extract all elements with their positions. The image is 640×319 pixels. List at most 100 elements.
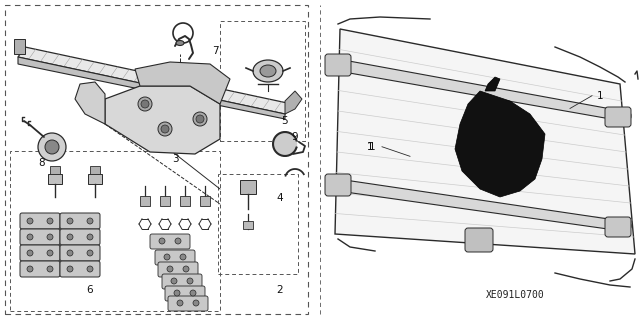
Circle shape — [87, 218, 93, 224]
FancyBboxPatch shape — [325, 174, 351, 196]
Polygon shape — [338, 179, 622, 231]
Polygon shape — [105, 86, 220, 154]
Text: 6: 6 — [86, 285, 93, 295]
Circle shape — [175, 238, 181, 244]
Circle shape — [193, 112, 207, 126]
Circle shape — [87, 250, 93, 256]
FancyBboxPatch shape — [60, 229, 100, 245]
Circle shape — [193, 300, 199, 306]
Ellipse shape — [613, 219, 631, 233]
Circle shape — [174, 290, 180, 296]
FancyBboxPatch shape — [162, 274, 202, 289]
Ellipse shape — [330, 55, 350, 75]
Circle shape — [180, 254, 186, 260]
Circle shape — [87, 266, 93, 272]
Circle shape — [45, 140, 59, 154]
Ellipse shape — [613, 108, 631, 124]
Ellipse shape — [260, 65, 276, 77]
FancyBboxPatch shape — [605, 217, 631, 237]
Polygon shape — [338, 59, 622, 121]
FancyBboxPatch shape — [240, 180, 256, 194]
Ellipse shape — [330, 176, 350, 194]
Text: 4: 4 — [276, 193, 284, 203]
Circle shape — [67, 218, 73, 224]
FancyBboxPatch shape — [50, 166, 60, 174]
Circle shape — [161, 125, 169, 133]
Bar — [5, 5, 308, 314]
FancyBboxPatch shape — [150, 234, 190, 249]
Circle shape — [87, 234, 93, 240]
Text: 1: 1 — [367, 142, 373, 152]
FancyBboxPatch shape — [165, 286, 205, 301]
Ellipse shape — [253, 60, 283, 82]
Polygon shape — [273, 132, 296, 156]
FancyBboxPatch shape — [20, 213, 60, 229]
Circle shape — [196, 115, 204, 123]
FancyBboxPatch shape — [20, 245, 60, 261]
FancyBboxPatch shape — [325, 54, 351, 76]
Circle shape — [47, 250, 53, 256]
Polygon shape — [135, 62, 230, 104]
Circle shape — [38, 133, 66, 161]
Ellipse shape — [176, 41, 184, 46]
Circle shape — [47, 234, 53, 240]
Circle shape — [27, 218, 33, 224]
Text: 2: 2 — [276, 285, 284, 295]
Circle shape — [27, 266, 33, 272]
FancyBboxPatch shape — [20, 229, 60, 245]
FancyBboxPatch shape — [155, 250, 195, 265]
Polygon shape — [18, 47, 292, 114]
Text: 8: 8 — [38, 158, 45, 168]
FancyBboxPatch shape — [158, 262, 198, 277]
Circle shape — [138, 97, 152, 111]
Circle shape — [164, 254, 170, 260]
FancyBboxPatch shape — [90, 166, 100, 174]
Text: 7: 7 — [212, 46, 218, 56]
FancyBboxPatch shape — [60, 261, 100, 277]
FancyBboxPatch shape — [465, 228, 493, 252]
Circle shape — [183, 266, 189, 272]
Bar — [10, 151, 220, 311]
Circle shape — [187, 278, 193, 284]
Bar — [243, 221, 253, 229]
Text: XE091L0700: XE091L0700 — [486, 290, 545, 300]
Polygon shape — [485, 77, 500, 91]
Text: 1: 1 — [367, 142, 373, 152]
Bar — [140, 196, 150, 206]
Circle shape — [27, 250, 33, 256]
Polygon shape — [75, 82, 105, 124]
FancyBboxPatch shape — [20, 261, 60, 277]
Bar — [88, 174, 102, 184]
Polygon shape — [18, 57, 285, 119]
Circle shape — [47, 266, 53, 272]
Polygon shape — [285, 91, 302, 114]
Circle shape — [47, 218, 53, 224]
Polygon shape — [455, 91, 545, 197]
Circle shape — [27, 234, 33, 240]
Circle shape — [158, 122, 172, 136]
Circle shape — [159, 238, 165, 244]
Circle shape — [190, 290, 196, 296]
FancyBboxPatch shape — [60, 213, 100, 229]
Circle shape — [177, 300, 183, 306]
Circle shape — [141, 100, 149, 108]
Polygon shape — [335, 29, 635, 254]
Bar — [220, 21, 305, 141]
Bar — [180, 196, 190, 206]
FancyBboxPatch shape — [60, 245, 100, 261]
Circle shape — [67, 234, 73, 240]
Circle shape — [171, 278, 177, 284]
Bar — [218, 174, 298, 274]
Circle shape — [67, 250, 73, 256]
Circle shape — [67, 266, 73, 272]
Bar — [160, 196, 170, 206]
Bar — [200, 196, 210, 206]
Bar — [48, 174, 62, 184]
Text: 1: 1 — [596, 91, 604, 101]
Circle shape — [167, 266, 173, 272]
FancyBboxPatch shape — [168, 296, 208, 311]
Text: 1: 1 — [369, 142, 375, 152]
Text: 9: 9 — [292, 132, 298, 142]
Text: 3: 3 — [172, 154, 179, 165]
FancyBboxPatch shape — [605, 107, 631, 127]
